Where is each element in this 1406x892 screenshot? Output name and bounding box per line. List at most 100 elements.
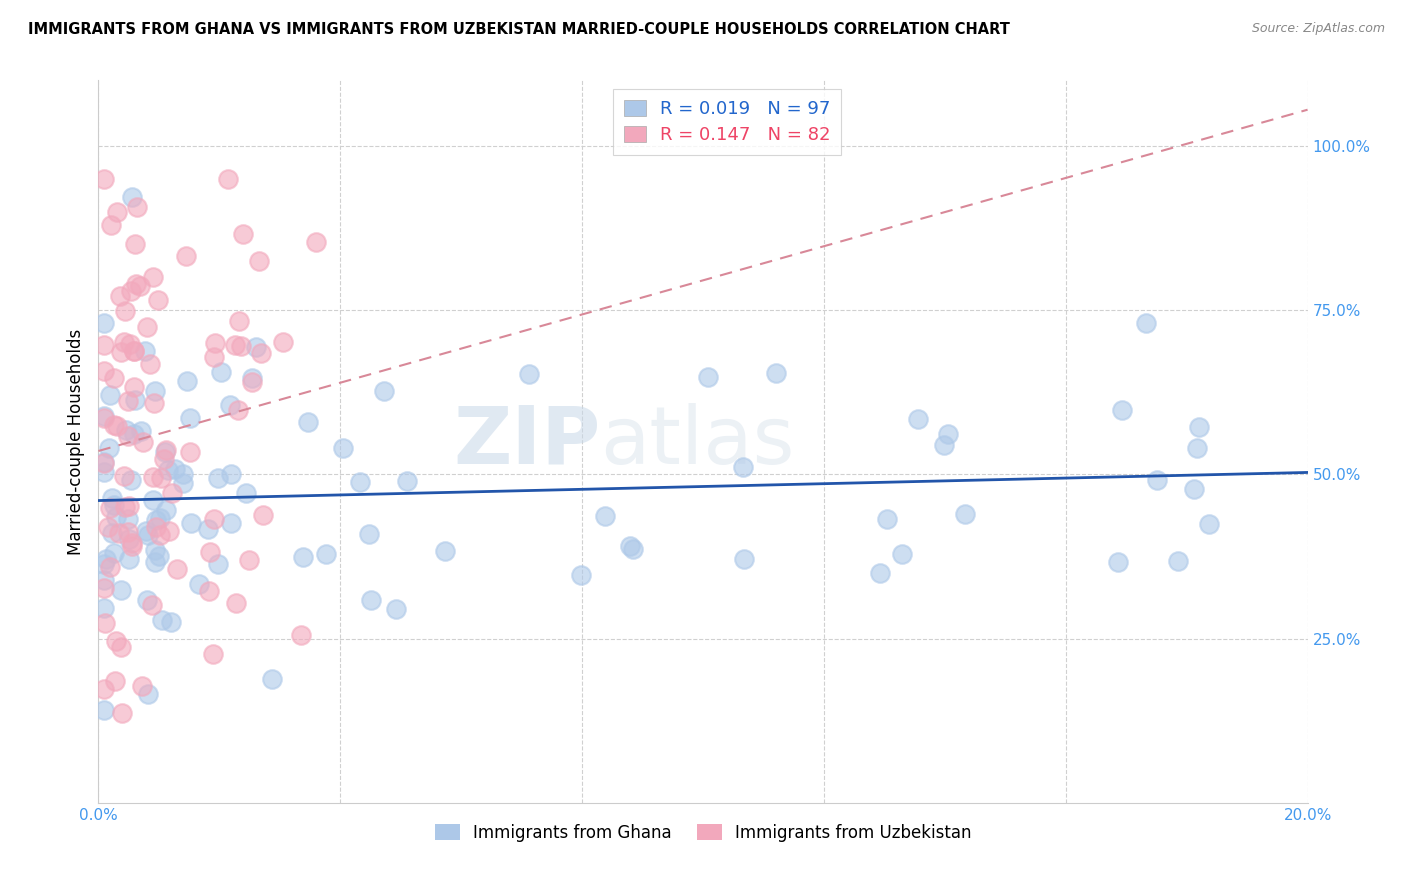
Point [136,528,159,542]
Point [179,411,201,425]
Point [571,568,593,582]
Point [110,640,132,654]
Point [226,403,249,417]
Point [112,469,135,483]
Point [172,475,194,490]
Point [1198,516,1220,531]
Point [93,171,115,186]
Point [621,542,644,557]
Point [209,365,232,379]
Point [188,577,211,591]
Point [93,558,115,572]
Point [105,419,128,434]
Point [125,200,148,214]
Point [115,423,138,437]
Y-axis label: Married-couple Households: Married-couple Households [66,328,84,555]
Point [1135,316,1157,330]
Point [118,500,141,514]
Point [118,532,141,546]
Point [172,467,194,481]
Point [207,558,229,572]
Text: IMMIGRANTS FROM GHANA VS IMMIGRANTS FROM UZBEKISTAN MARRIED-COUPLE HOUSEHOLDS CO: IMMIGRANTS FROM GHANA VS IMMIGRANTS FROM… [28,22,1010,37]
Point [891,547,914,561]
Point [108,526,131,541]
Point [96,552,118,566]
Point [114,500,136,514]
Point [117,394,139,409]
Point [262,673,284,687]
Point [117,429,139,443]
Point [97,519,120,533]
Point [93,682,115,697]
Point [93,411,115,425]
Text: atlas: atlas [600,402,794,481]
Point [93,581,115,595]
Point [155,442,177,457]
Point [249,345,271,359]
Point [204,336,226,351]
Point [93,455,115,469]
Point [112,334,135,349]
Point [110,706,132,720]
Point [143,384,166,398]
Point [120,285,142,299]
Point [229,339,252,353]
Point [235,486,257,500]
Point [148,549,170,563]
Point [290,628,312,642]
Point [138,687,160,701]
Point [1146,473,1168,487]
Point [93,703,115,717]
Point [1111,403,1133,417]
Point [179,445,201,459]
Point [118,337,141,351]
Point [149,510,172,524]
Point [124,343,146,358]
Point [104,673,127,688]
Point [953,508,976,522]
Point [105,204,128,219]
Point [152,613,174,627]
Point [128,278,150,293]
Point [118,552,141,566]
Point [117,524,139,539]
Point [201,647,224,661]
Point [105,510,128,524]
Point [93,409,115,423]
Point [103,546,125,560]
Point [141,598,163,612]
Point [373,384,395,398]
Point [697,370,720,384]
Point [240,375,263,389]
Point [93,316,115,330]
Point [136,593,159,607]
Point [349,475,371,489]
Point [219,516,242,530]
Point [202,512,225,526]
Point [124,393,146,408]
Point [197,522,219,536]
Point [110,289,132,303]
Text: Source: ZipAtlas.com: Source: ZipAtlas.com [1251,22,1385,36]
Point [110,344,132,359]
Point [207,471,229,485]
Legend: Immigrants from Ghana, Immigrants from Uzbekistan: Immigrants from Ghana, Immigrants from U… [427,817,979,848]
Point [93,465,115,479]
Point [134,344,156,359]
Point [120,473,142,487]
Point [142,492,165,507]
Point [149,471,172,485]
Point [1107,555,1129,569]
Point [305,235,328,250]
Point [131,680,153,694]
Point [160,485,183,500]
Point [204,350,226,364]
Point [121,536,143,550]
Point [157,524,180,538]
Point [100,218,122,232]
Point [98,388,121,402]
Point [125,277,148,291]
Point [360,593,382,607]
Point [93,573,115,587]
Point [122,380,145,394]
